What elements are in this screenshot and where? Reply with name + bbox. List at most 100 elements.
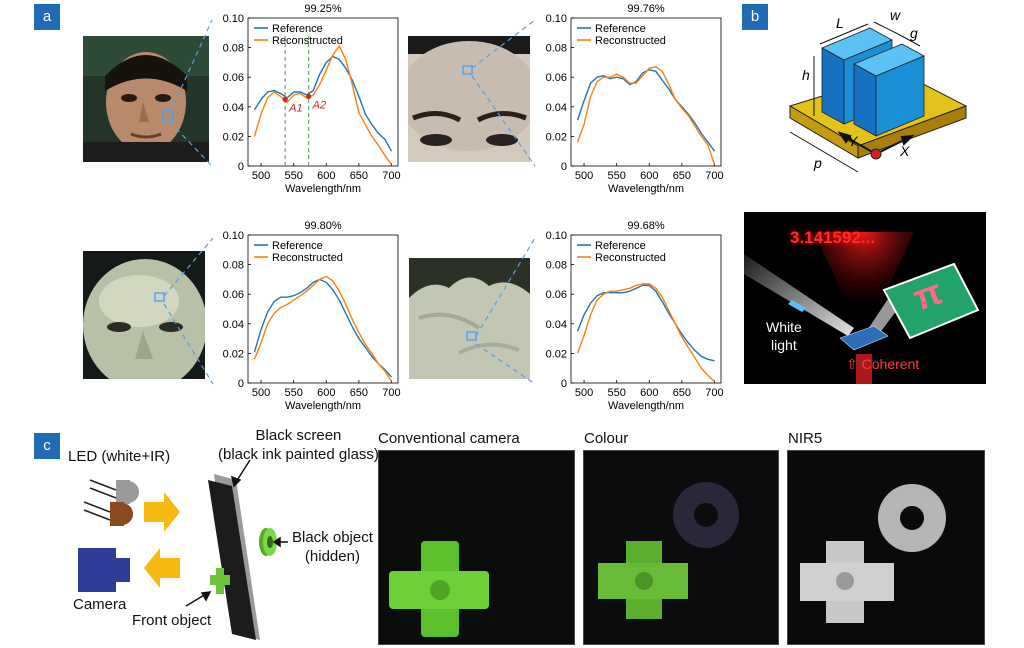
- plot-frame: [247, 17, 399, 167]
- x-axis-label: Wavelength/nm: [285, 183, 361, 195]
- arrow-to-camera-icon: [144, 548, 180, 588]
- white-light-label: White light: [766, 318, 802, 354]
- chart-title: 99.76%: [627, 3, 665, 15]
- coherent-label: ⇧ Coherent: [846, 356, 920, 372]
- x-tick-label: 650: [350, 170, 368, 182]
- y-tick-label: 0.10: [546, 230, 567, 242]
- y-tick-label: 0.02: [223, 348, 244, 360]
- annotation-label: A2: [312, 99, 326, 111]
- white-light-line-2: light: [771, 337, 797, 353]
- black-object-line-2: (hidden): [304, 548, 360, 565]
- spectrum-chart-1: 99.25% 0.10 0.08 0.06 0.04 0.02 0 500 550 600 650 7…: [223, 3, 401, 195]
- conventional-camera-title: Conventional camera: [378, 430, 520, 447]
- x-tick-label: 650: [673, 170, 691, 182]
- y-tick-label: 0.06: [223, 289, 244, 301]
- annotation-point: [282, 96, 288, 102]
- chart-title: 99.68%: [627, 220, 665, 232]
- dim-label-p: p: [813, 155, 822, 171]
- series-line-reconstructed: [576, 66, 716, 165]
- spectrum-chart-2: 99.76% 0.10 0.08 0.06 0.04 0.02 0 500 550 600 650 7…: [546, 3, 724, 195]
- axis-label-Y: Y: [848, 133, 859, 149]
- x-tick-label: 550: [607, 170, 625, 182]
- y-tick-label: 0.10: [223, 230, 244, 242]
- nir5-image: [787, 450, 985, 645]
- legend-label: Reconstructed: [272, 252, 343, 264]
- x-tick-label: 500: [252, 387, 270, 399]
- cloth-photo: [409, 258, 530, 379]
- face-photo: [83, 36, 209, 162]
- dim-label-g: g: [910, 25, 918, 41]
- x-tick-label: 500: [575, 387, 593, 399]
- y-tick-label: 0: [561, 161, 567, 173]
- plot-frame: [247, 234, 399, 384]
- conventional-camera-image: [378, 450, 575, 645]
- led-icon: [83, 479, 139, 526]
- y-tick-label: 0: [238, 161, 244, 173]
- black-object-line-1: Black object: [292, 529, 373, 546]
- axis-label-X: X: [899, 143, 910, 159]
- black-object-label: Black object (hidden): [292, 528, 373, 566]
- y-tick-label: 0: [561, 378, 567, 390]
- camera-label: Camera: [73, 596, 127, 613]
- x-tick-label: 500: [252, 170, 270, 182]
- y-tick-label: 0: [238, 378, 244, 390]
- y-tick-label: 0.02: [546, 348, 567, 360]
- y-tick-label: 0.04: [223, 102, 244, 114]
- x-axis-label: Wavelength/nm: [285, 400, 361, 412]
- x-tick-label: 700: [382, 387, 400, 399]
- panel-label-a: a: [34, 4, 60, 30]
- chart-title: 99.25%: [304, 3, 342, 15]
- arrow-to-screen-icon: [144, 492, 180, 532]
- nir5-title: NIR5: [788, 430, 823, 447]
- x-tick-label: 650: [350, 387, 368, 399]
- y-tick-label: 0.08: [223, 43, 244, 55]
- y-tick-label: 0.06: [546, 72, 567, 84]
- legend-label: Reconstructed: [272, 35, 343, 47]
- x-tick-label: 600: [640, 170, 658, 182]
- legend-label: Reference: [595, 23, 646, 35]
- panel-label-b: b: [742, 4, 768, 30]
- pi-value-text: 3.141592...: [790, 228, 876, 247]
- x-tick-label: 600: [317, 170, 335, 182]
- series-line-reference: [576, 284, 715, 362]
- front-object-label: Front object: [132, 612, 212, 629]
- panel-label-c: c: [34, 433, 60, 459]
- series-line-reference: [253, 278, 393, 378]
- screen-label-line-1: Black screen: [255, 427, 342, 444]
- x-axis-label: Wavelength/nm: [608, 400, 684, 412]
- coherent-text: Coherent: [861, 356, 920, 372]
- colour-image: [583, 450, 779, 645]
- x-tick-label: 700: [382, 170, 400, 182]
- dim-label-w: w: [890, 7, 901, 23]
- y-tick-label: 0.08: [223, 260, 244, 272]
- y-tick-label: 0.10: [223, 13, 244, 25]
- x-tick-label: 700: [705, 387, 723, 399]
- x-tick-label: 600: [640, 387, 658, 399]
- legend-label: Reference: [272, 240, 323, 252]
- x-tick-label: 650: [673, 387, 691, 399]
- x-tick-label: 550: [284, 170, 302, 182]
- y-tick-label: 0.04: [223, 319, 244, 331]
- x-axis-label: Wavelength/nm: [608, 183, 684, 195]
- y-tick-label: 0.04: [546, 319, 567, 331]
- x-tick-label: 500: [575, 170, 593, 182]
- legend-label: Reconstructed: [595, 252, 666, 264]
- plot-frame: [570, 234, 722, 384]
- white-light-line-1: White: [766, 319, 802, 335]
- series-line-reconstructed: [253, 275, 393, 382]
- y-tick-label: 0.02: [223, 131, 244, 143]
- y-tick-label: 0.08: [546, 43, 567, 55]
- legend-label: Reconstructed: [595, 35, 666, 47]
- series-line-reconstructed: [253, 44, 393, 165]
- screen-label: Black screen (black ink painted glass): [218, 426, 379, 464]
- spectrum-chart-4: 99.68% 0.10 0.08 0.06 0.04 0.02 0 500 550 600 650 7…: [546, 220, 724, 412]
- x-tick-label: 600: [317, 387, 335, 399]
- led-label: LED (white+IR): [68, 448, 171, 465]
- y-tick-label: 0.06: [223, 72, 244, 84]
- unit-cell-diagram: L w g h p Y X: [788, 7, 968, 173]
- x-tick-label: 550: [607, 387, 625, 399]
- y-tick-label: 0.08: [546, 260, 567, 272]
- plot-frame: [570, 17, 722, 167]
- front-object-icon: [210, 568, 230, 594]
